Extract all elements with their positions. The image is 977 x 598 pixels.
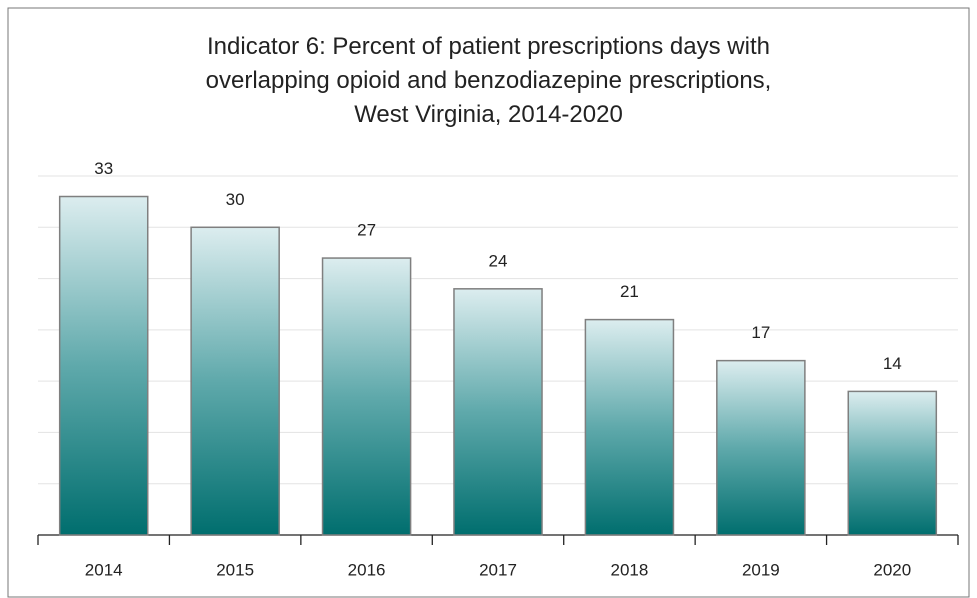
- bar: [847, 390, 938, 536]
- bar: [321, 257, 412, 536]
- x-tick-label: 2015: [216, 560, 254, 579]
- data-label: 21: [620, 282, 639, 301]
- x-tick-label: 2016: [348, 560, 386, 579]
- x-tick-label: 2020: [873, 560, 911, 579]
- x-tick-label: 2019: [742, 560, 780, 579]
- bar: [716, 359, 806, 536]
- bar: [453, 288, 543, 536]
- data-label: 30: [226, 190, 245, 209]
- chart-title: Indicator 6: Percent of patient prescrip…: [205, 33, 772, 128]
- x-tick-label: 2017: [479, 560, 517, 579]
- x-tick-label: 2018: [611, 560, 649, 579]
- data-label: 14: [883, 354, 902, 373]
- x-tick-label: 2014: [85, 560, 123, 579]
- chart-border: [7, 7, 970, 598]
- bar: [584, 318, 675, 536]
- data-label: 27: [357, 221, 376, 240]
- data-label: 17: [751, 323, 770, 342]
- bar: [58, 195, 149, 536]
- data-label: 33: [94, 159, 113, 178]
- bar: [190, 226, 280, 536]
- data-label: 24: [489, 251, 508, 270]
